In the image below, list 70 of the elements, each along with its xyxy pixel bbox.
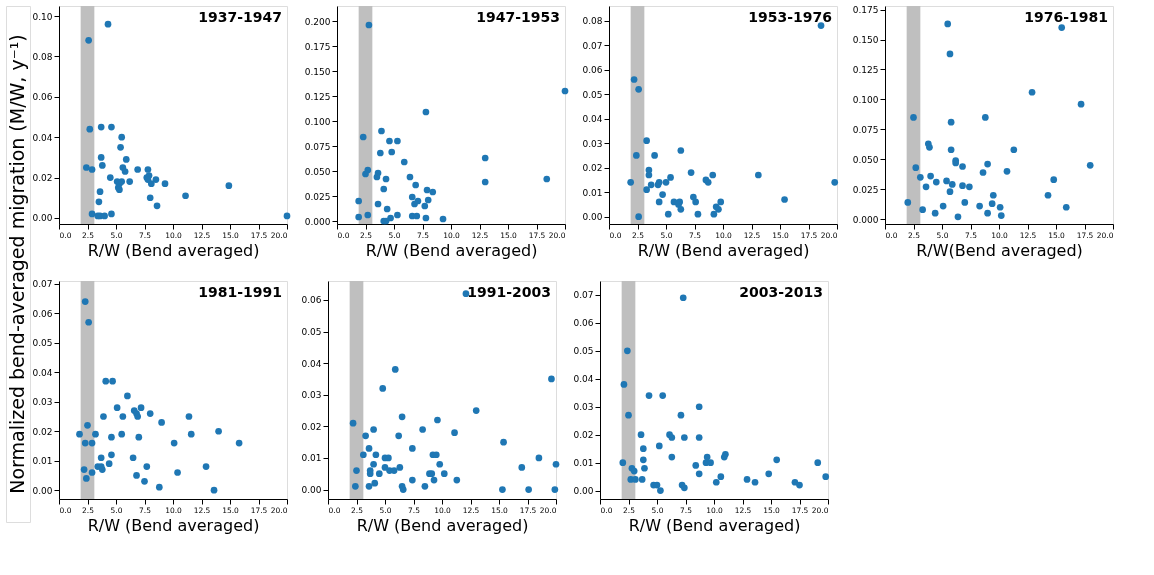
y-tick-label: 0.100 xyxy=(304,116,331,127)
y-tick-label: 0.075 xyxy=(304,141,331,152)
y-tick-label: 0.05 xyxy=(301,327,322,338)
y-tick-label: 0.175 xyxy=(852,5,879,16)
x-axis-title: R/W (Bend averaged) xyxy=(637,241,810,260)
y-tick-label: 0.03 xyxy=(32,397,53,408)
y-tick-label: 0.00 xyxy=(32,485,53,496)
y-tick-label: 0.06 xyxy=(573,318,594,329)
y-tick-label: 0.025 xyxy=(852,184,879,195)
y-tick-label: 0.06 xyxy=(32,92,53,103)
y-tick-label: 0.05 xyxy=(582,89,603,100)
y-tick-label: 0.04 xyxy=(573,374,594,385)
x-axis-title: R/W(Bend averaged) xyxy=(916,241,1083,260)
chart-title: 1953-1976 xyxy=(748,9,832,25)
chart-title: 2003-2013 xyxy=(739,284,823,300)
y-tick-label: 0.06 xyxy=(582,65,603,76)
y-tick-label: 0.02 xyxy=(301,421,322,432)
y-tick-label: 0.02 xyxy=(582,163,603,174)
y-tick-label: 0.000 xyxy=(304,216,331,227)
y-tick-label: 0.05 xyxy=(32,338,53,349)
x-axis-title: R/W (Bend averaged) xyxy=(628,516,801,535)
y-tick-label: 0.175 xyxy=(304,41,331,52)
y-tick-label: 0.075 xyxy=(852,124,879,135)
y-tick-label: 0.02 xyxy=(32,173,53,184)
y-tick-label: 0.125 xyxy=(852,64,879,75)
y-axis-title: Normalized bend-averaged migration (M/W, y⁻¹) xyxy=(6,34,28,494)
x-axis-title: R/W (Bend averaged) xyxy=(365,241,538,260)
y-tick-label: 0.07 xyxy=(32,279,53,290)
y-tick-label: 0.03 xyxy=(301,390,322,401)
y-tick-label: 0.200 xyxy=(304,16,331,27)
y-tick-label: 0.01 xyxy=(32,456,53,467)
x-axis-title: R/W (Bend averaged) xyxy=(87,516,260,535)
y-tick-label: 0.04 xyxy=(582,114,603,125)
y-tick-label: 0.05 xyxy=(573,346,594,357)
y-tick-label: 0.02 xyxy=(573,430,594,441)
y-tick-label: 0.000 xyxy=(852,214,879,225)
x-axis-title: R/W (Bend averaged) xyxy=(356,516,529,535)
y-tick-label: 0.07 xyxy=(582,40,603,51)
chart-title: 1976-1981 xyxy=(1024,9,1108,25)
y-tick-label: 0.02 xyxy=(32,426,53,437)
y-tick-label: 0.025 xyxy=(304,191,331,202)
y-tick-label: 0.01 xyxy=(301,453,322,464)
y-tick-label: 0.04 xyxy=(32,367,53,378)
y-tick-label: 0.01 xyxy=(573,458,594,469)
y-tick-label: 0.00 xyxy=(32,213,53,224)
y-tick-label: 0.125 xyxy=(304,91,331,102)
y-tick-label: 0.100 xyxy=(852,94,879,105)
y-tick-label: 0.00 xyxy=(573,486,594,497)
y-tick-label: 0.050 xyxy=(852,154,879,165)
y-tick-label: 0.06 xyxy=(32,308,53,319)
y-tick-label: 0.08 xyxy=(582,16,603,27)
y-tick-label: 0.08 xyxy=(32,51,53,62)
y-tick-label: 0.07 xyxy=(573,290,594,301)
chart-title: 1981-1991 xyxy=(198,284,282,300)
y-tick-label: 0.03 xyxy=(573,402,594,413)
chart-title: 1937-1947 xyxy=(198,9,282,25)
y-tick-label: 0.150 xyxy=(304,66,331,77)
chart-title: 1947-1953 xyxy=(476,9,560,25)
y-tick-label: 0.050 xyxy=(304,166,331,177)
y-tick-label: 0.04 xyxy=(32,132,53,143)
y-tick-label: 0.04 xyxy=(301,358,322,369)
y-tick-label: 0.150 xyxy=(852,35,879,46)
y-tick-label: 0.00 xyxy=(301,485,322,496)
y-tick-label: 0.03 xyxy=(582,138,603,149)
x-axis-title: R/W (Bend averaged) xyxy=(87,241,260,260)
y-tick-label: 0.00 xyxy=(582,212,603,223)
chart-title: 1991-2003 xyxy=(467,284,551,300)
y-tick-label: 0.01 xyxy=(582,187,603,198)
y-tick-label: 0.10 xyxy=(32,11,53,22)
y-tick-label: 0.06 xyxy=(301,295,322,306)
